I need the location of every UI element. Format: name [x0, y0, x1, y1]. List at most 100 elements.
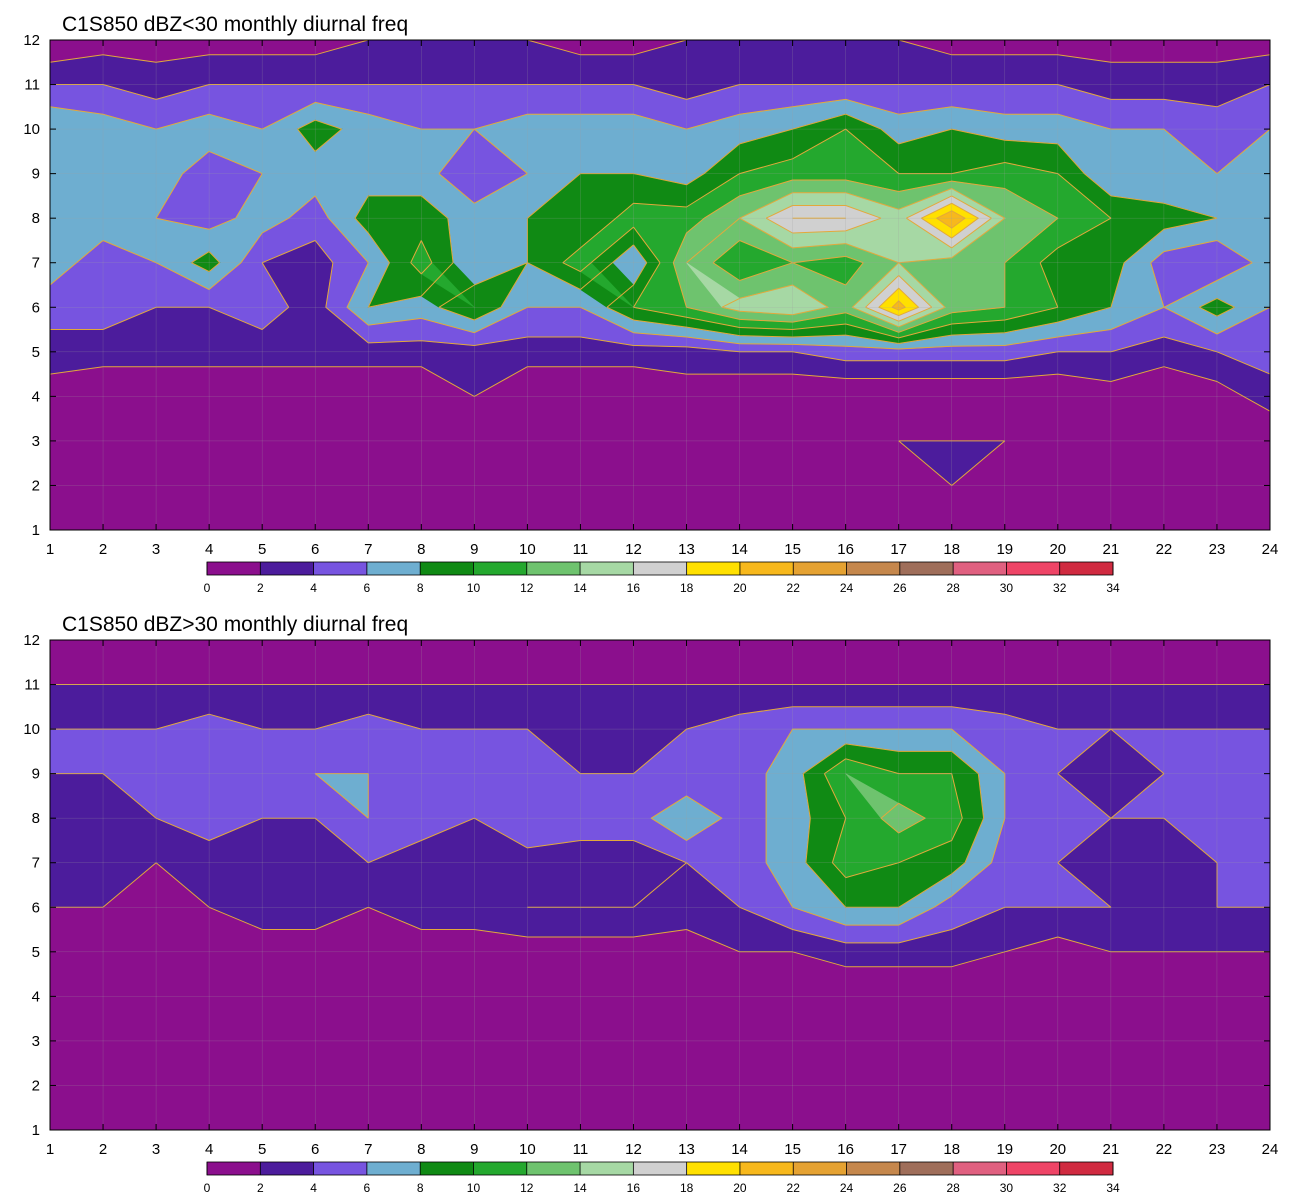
colorbar-swatch	[686, 1162, 741, 1175]
colorbar-swatch	[793, 562, 848, 575]
colorbar-label: 20	[733, 1181, 747, 1195]
x-tick-label: 5	[258, 1141, 266, 1158]
x-tick-label: 2	[99, 541, 107, 558]
colorbar-label: 6	[364, 1181, 371, 1195]
x-tick-label: 10	[519, 1141, 536, 1158]
y-tick-label: 11	[24, 77, 40, 94]
contour-line-12	[880, 802, 926, 834]
x-tick-label: 13	[678, 1141, 695, 1158]
y-tick-label: 12	[23, 32, 40, 49]
x-axis: 1 2 3 4 5 6 7 8 9 10 11 12 13 14 15 16 17 18 19 20 21 22 23 24	[46, 40, 1279, 558]
x-tick-label: 14	[731, 1141, 748, 1158]
x-tick-label: 8	[417, 1141, 425, 1158]
colorbar: 0 2 4 6 8 10 12 14 16 18 20 22 24 26 28 30 32 34	[204, 561, 1120, 595]
colorbar: 0 2 4 6 8 10 12 14 16 18 20 22 24 26 28 30 32 34	[204, 1161, 1120, 1195]
colorbar-label: 22	[787, 1181, 801, 1195]
x-tick-label: 19	[996, 1141, 1013, 1158]
x-tick-label: 10	[519, 541, 536, 558]
x-tick-label: 16	[837, 541, 854, 558]
x-tick-label: 24	[1262, 1141, 1279, 1158]
y-tick-label: 10	[23, 721, 40, 738]
colorbar-swatch	[207, 1162, 261, 1175]
colorbar-swatch	[473, 1162, 528, 1175]
x-tick-label: 15	[784, 541, 801, 558]
colorbar-label: 30	[1000, 581, 1014, 595]
y-tick-label: 1	[32, 522, 40, 539]
y-tick-label: 6	[32, 899, 40, 916]
y-tick-label: 9	[32, 766, 40, 783]
colorbar-swatch	[473, 562, 528, 575]
y-tick-label: 3	[32, 1033, 40, 1050]
colorbar-swatch	[420, 1162, 474, 1175]
colorbar-label: 26	[893, 581, 907, 595]
x-tick-label: 4	[205, 541, 213, 558]
colorbar-swatch	[1006, 1162, 1061, 1175]
colorbar-swatch	[739, 562, 794, 575]
colorbar-swatch	[207, 562, 261, 575]
x-tick-label: 16	[837, 1141, 854, 1158]
colorbar-swatch	[899, 562, 954, 575]
colorbar-label: 2	[257, 581, 264, 595]
y-tick-label: 7	[32, 255, 40, 272]
colorbar-label: 14	[573, 581, 587, 595]
colorbar-swatch	[420, 562, 474, 575]
colorbar-label: 8	[417, 1181, 424, 1195]
colorbar-label: 28	[946, 1181, 960, 1195]
colorbar-label: 18	[680, 1181, 694, 1195]
colorbar-label: 18	[680, 581, 694, 595]
y-tick-label: 8	[32, 210, 40, 227]
colorbar-swatch	[793, 1162, 848, 1175]
colorbar-label: 28	[946, 581, 960, 595]
x-tick-label: 3	[152, 1141, 160, 1158]
colorbar-label: 30	[1000, 1181, 1014, 1195]
x-tick-label: 6	[311, 541, 319, 558]
colorbar-label: 32	[1053, 581, 1067, 595]
colorbar-swatch	[1059, 562, 1114, 575]
x-tick-label: 11	[573, 1141, 589, 1158]
chart-title: C1S850 dBZ>30 monthly diurnal freq	[62, 613, 409, 636]
colorbar-swatch	[953, 1162, 1007, 1175]
colorbar-swatch	[953, 562, 1007, 575]
x-tick-label: 20	[1049, 1141, 1066, 1158]
x-tick-label: 3	[152, 541, 160, 558]
x-tick-label: 13	[678, 541, 695, 558]
colorbar-swatch	[313, 1162, 368, 1175]
colorbar-label: 0	[204, 581, 211, 595]
plot-frame	[49, 639, 1271, 1131]
colorbar-swatch	[633, 562, 688, 575]
colorbar-swatch	[580, 562, 634, 575]
colorbar-swatch	[1006, 562, 1061, 575]
x-tick-label: 5	[258, 541, 266, 558]
x-tick-label: 12	[625, 1141, 642, 1158]
x-tick-label: 22	[1156, 541, 1173, 558]
chart-title: C1S850 dBZ<30 monthly diurnal freq	[62, 13, 409, 36]
colorbar-swatch	[526, 1162, 581, 1175]
colorbar-swatch	[526, 562, 581, 575]
colorbar-label: 4	[310, 581, 317, 595]
colorbar-label: 34	[1106, 1181, 1120, 1195]
y-tick-label: 2	[32, 477, 40, 494]
colorbar-swatch	[739, 1162, 794, 1175]
x-tick-label: 7	[364, 541, 372, 558]
colorbar-label: 0	[204, 1181, 211, 1195]
x-tick-label: 9	[470, 541, 478, 558]
y-tick-label: 5	[32, 944, 40, 961]
y-tick-label: 8	[32, 810, 40, 827]
y-tick-label: 6	[32, 299, 40, 316]
x-tick-label: 19	[996, 541, 1013, 558]
x-tick-label: 18	[943, 541, 960, 558]
y-tick-label: 2	[32, 1077, 40, 1094]
x-tick-label: 15	[784, 1141, 801, 1158]
x-tick-label: 23	[1209, 541, 1226, 558]
x-tick-label: 24	[1262, 541, 1279, 558]
colorbar-label: 14	[573, 1181, 587, 1195]
colorbar-label: 10	[467, 1181, 481, 1195]
y-tick-label: 4	[32, 988, 40, 1005]
colorbar-label: 26	[893, 1181, 907, 1195]
colorbar-swatch	[260, 562, 315, 575]
